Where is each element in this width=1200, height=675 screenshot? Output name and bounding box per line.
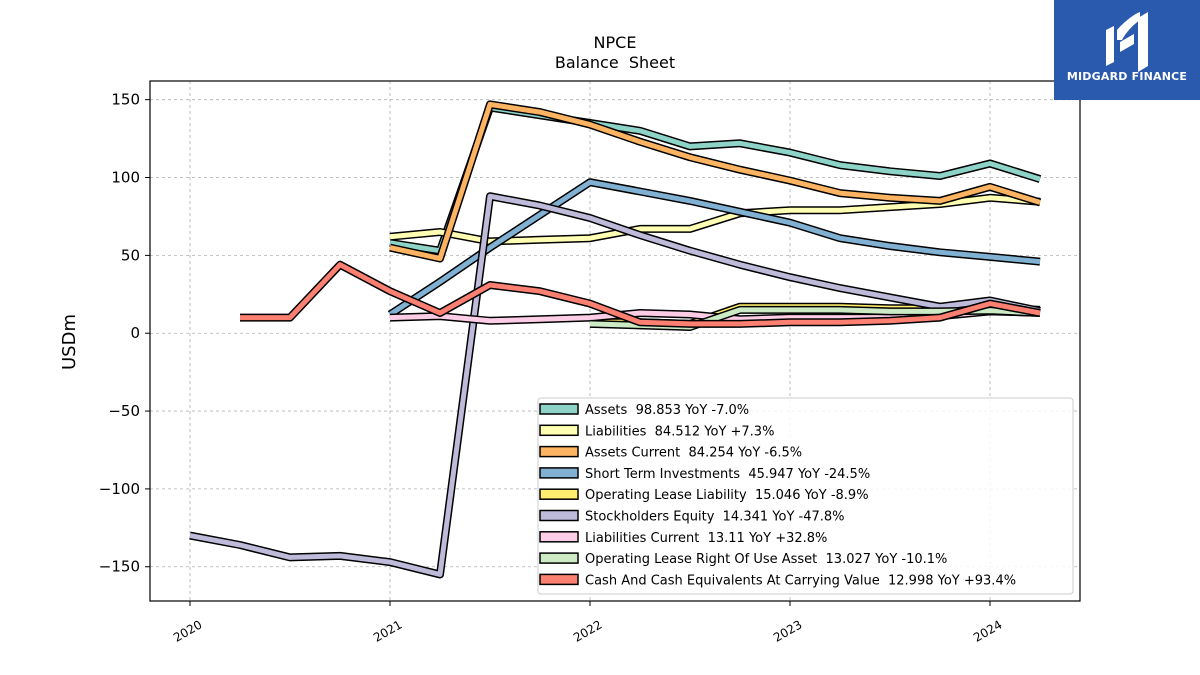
series-line: [240, 262, 1041, 327]
y-tick-label: −150: [99, 558, 140, 576]
y-axis-label: USDm: [59, 314, 80, 370]
legend-label: Operating Lease Right Of Use Asset 13.02…: [585, 552, 947, 567]
legend: Assets 98.853 YoY -7.0% Liabilities 84.51…: [537, 397, 1074, 595]
legend-swatch: [539, 531, 579, 543]
legend-label: Liabilities 84.512 YoY +7.3%: [585, 424, 774, 439]
y-tick-label: 100: [111, 169, 140, 187]
series-line: [189, 193, 1041, 577]
y-tick-label: 50: [121, 246, 140, 264]
y-ticks: −150 −100 −50 0 50 100 150: [99, 91, 150, 576]
legend-swatch: [539, 573, 579, 586]
legend-swatch: [539, 467, 579, 479]
chart-title: NPCE: [594, 33, 637, 52]
legend-swatch: [539, 509, 579, 522]
plot-frame: [149, 80, 1081, 602]
brand-logo-background: [1054, 0, 1200, 100]
brand-name: MIDGARD FINANCE: [1066, 70, 1188, 83]
legend-swatch: [539, 445, 579, 458]
x-tick-label: 2024: [971, 617, 1004, 644]
x-tick-label: 2021: [371, 617, 404, 644]
legend-swatch: [539, 488, 579, 500]
legend-box: [537, 397, 1074, 595]
legend-swatch: [539, 403, 579, 415]
legend-swatch: [539, 552, 579, 564]
y-tick-label: 150: [111, 91, 140, 109]
y-tick-label: 0: [130, 324, 140, 342]
legend-swatch: [539, 424, 579, 437]
series-line: [389, 101, 1041, 261]
series-line: [388, 179, 1041, 317]
x-tick-label: 2022: [571, 617, 604, 644]
series-layer: [189, 100, 1042, 579]
chart-subtitle: Balance Sheet: [555, 53, 675, 72]
legend-label: Operating Lease Liability 15.046 YoY -8.…: [585, 488, 869, 503]
y-tick-label: −50: [108, 402, 140, 420]
x-ticks: 2020 2021 2022 2023 2024: [171, 601, 1005, 645]
x-tick-label: 2023: [771, 617, 804, 644]
brand-logo: MIDGARD FINANCE: [1054, 0, 1200, 100]
legend-label: Assets 98.853 YoY -7.0%: [585, 403, 749, 418]
legend-label: Short Term Investments 45.947 YoY -24.5%: [585, 467, 870, 482]
legend-label: Cash And Cash Equivalents At Carrying Va…: [585, 573, 1016, 588]
legend-label: Stockholders Equity 14.341 YoY -47.8%: [585, 510, 845, 525]
x-tick-label: 2020: [171, 617, 204, 644]
legend-label: Liabilities Current 13.11 YoY +32.8%: [585, 531, 827, 546]
y-tick-label: −100: [99, 480, 140, 498]
brand-mark-icon: [1106, 12, 1148, 72]
legend-label: Assets Current 84.254 YoY -6.5%: [585, 446, 802, 461]
